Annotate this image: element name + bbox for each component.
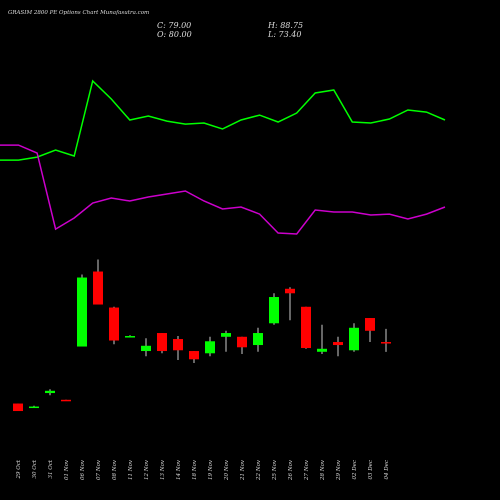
x-tick-label: 18 Nov xyxy=(192,459,198,480)
ohlc-label: O: 80.00 xyxy=(157,30,192,39)
indicator-line xyxy=(0,79,446,161)
candle-body xyxy=(269,297,279,324)
x-tick-label: 02 Dec xyxy=(352,460,358,480)
candle-body xyxy=(381,342,391,344)
x-tick-label: 07 Nov xyxy=(96,459,102,480)
candle-body xyxy=(157,333,167,352)
candle-body xyxy=(205,341,215,354)
x-tick-label: 14 Nov xyxy=(176,459,182,480)
x-tick-label: 04 Dec xyxy=(384,460,390,480)
x-tick-label: 31 Oct xyxy=(48,459,54,478)
chart-title: GRASIM 2800 PE Options Chart Munafasutra… xyxy=(8,10,149,16)
x-tick-label: 25 Nov xyxy=(272,459,278,481)
x-tick-label: 13 Nov xyxy=(160,459,166,480)
candle-body xyxy=(29,406,39,409)
candle-body xyxy=(141,345,151,352)
candle-body xyxy=(77,277,87,347)
indicator-line xyxy=(0,144,446,235)
candle-body xyxy=(365,318,375,331)
candle-body xyxy=(93,271,103,305)
candle-body xyxy=(285,288,295,294)
candle-body xyxy=(173,339,183,351)
ohlc-label: L: 73.40 xyxy=(267,30,301,39)
x-tick-label: 29 Oct xyxy=(16,459,22,479)
x-tick-label: 19 Nov xyxy=(208,459,214,480)
x-tick-label: 20 Nov xyxy=(224,459,230,481)
x-tick-label: 12 Nov xyxy=(144,459,150,480)
x-tick-label: 29 Nov xyxy=(336,459,342,481)
x-tick-label: 06 Nov xyxy=(80,459,86,480)
x-tick-label: 21 Nov xyxy=(240,459,246,481)
ohlc-label: C: 79.00 xyxy=(157,21,191,30)
candle-body xyxy=(109,307,119,341)
x-tick-label: 01 Nov xyxy=(64,459,70,480)
candle-body xyxy=(349,327,359,351)
candle-body xyxy=(301,306,311,349)
x-tick-label: 27 Nov xyxy=(304,459,310,481)
x-tick-label: 26 Nov xyxy=(288,459,294,481)
candle-body xyxy=(61,399,71,402)
x-tick-label: 11 Nov xyxy=(128,459,134,480)
candle-body xyxy=(13,403,23,412)
candle-body xyxy=(125,336,135,338)
candle-body xyxy=(317,348,327,352)
candle-body xyxy=(221,333,231,337)
candle-body xyxy=(189,351,199,360)
x-tick-label: 28 Nov xyxy=(320,459,326,481)
candle-body xyxy=(253,333,263,346)
ohlc-label: H: 88.75 xyxy=(267,21,303,30)
x-tick-label: 08 Nov xyxy=(112,459,118,480)
x-tick-label: 22 Nov xyxy=(256,459,262,481)
candle-body xyxy=(237,336,247,348)
x-tick-label: 03 Dec xyxy=(368,460,374,480)
candle-body xyxy=(333,342,343,346)
candle-body xyxy=(45,390,55,394)
x-tick-label: 30 Oct xyxy=(32,459,38,478)
